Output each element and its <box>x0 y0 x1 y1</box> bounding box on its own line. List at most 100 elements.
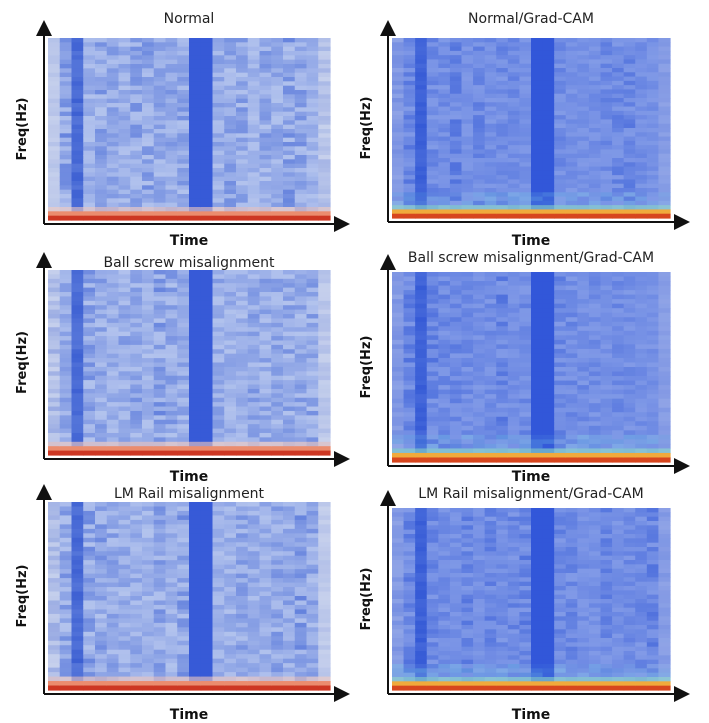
spectrogram-cell <box>95 86 107 91</box>
spectrogram-cell <box>189 172 201 177</box>
spectrogram-cell <box>318 318 330 323</box>
spectrogram-cell <box>566 115 578 120</box>
spectrogram-cell <box>236 402 248 407</box>
spectrogram-cell <box>635 362 647 367</box>
spectrogram-cell <box>566 295 578 300</box>
spectrogram-cell <box>236 686 248 691</box>
spectrogram-cell <box>213 305 225 310</box>
spectrogram-cell <box>543 89 555 94</box>
spectrogram-cell <box>201 42 213 47</box>
spectrogram-cell <box>295 125 307 130</box>
spectrogram-cell <box>508 68 520 73</box>
spectrogram-cell <box>119 288 131 293</box>
spectrogram-cell <box>72 47 84 52</box>
spectrogram-cell <box>166 181 178 186</box>
spectrogram-cell <box>438 408 450 413</box>
spectrogram-cell <box>166 345 178 350</box>
spectrogram-cell <box>154 569 166 574</box>
spectrogram-cell <box>392 141 404 146</box>
spectrogram-cell <box>177 407 189 412</box>
spectrogram-cell <box>295 515 307 520</box>
spectrogram-cell <box>392 201 404 206</box>
spectrogram-cell <box>496 390 508 395</box>
spectrogram-cell <box>427 171 439 176</box>
spectrogram-cell <box>224 323 236 328</box>
spectrogram-cell <box>189 64 201 69</box>
spectrogram-cell <box>295 38 307 43</box>
spectrogram-cell <box>107 533 119 538</box>
spectrogram-cell <box>508 430 520 435</box>
spectrogram-cell <box>485 115 497 120</box>
spectrogram-cell <box>295 55 307 60</box>
spectrogram-cell <box>658 367 670 372</box>
spectrogram-cell <box>213 433 225 438</box>
spectrogram-cell <box>130 296 142 301</box>
spectrogram-cell <box>72 389 84 394</box>
spectrogram-cell <box>189 415 201 420</box>
spectrogram-cell <box>201 605 213 610</box>
spectrogram-cell <box>72 677 84 682</box>
spectrogram-cell <box>554 145 566 150</box>
spectrogram-cell <box>189 385 201 390</box>
spectrogram-cell <box>72 565 84 570</box>
spectrogram-cell <box>177 668 189 673</box>
spectrogram-cell <box>647 439 659 444</box>
spectrogram-cell <box>283 55 295 60</box>
spectrogram-cell <box>635 417 647 422</box>
spectrogram-cell <box>166 429 178 434</box>
spectrogram-cell <box>72 538 84 543</box>
spectrogram-cell <box>72 380 84 385</box>
spectrogram-cell <box>95 283 107 288</box>
spectrogram-cell <box>189 587 201 592</box>
spectrogram-cell <box>236 340 248 345</box>
spectrogram-cell <box>295 190 307 195</box>
spectrogram-cell <box>260 389 272 394</box>
spectrogram-cell <box>48 520 60 525</box>
spectrogram-cell <box>462 313 474 318</box>
spectrogram-cell <box>473 68 485 73</box>
spectrogram-cell <box>508 188 520 193</box>
spectrogram-cell <box>177 398 189 403</box>
spectrogram-cell <box>295 556 307 561</box>
spectrogram-cell <box>189 437 201 442</box>
spectrogram-cell <box>647 340 659 345</box>
spectrogram-cell <box>415 457 427 462</box>
spectrogram-cell <box>427 42 439 47</box>
spectrogram-cell <box>485 184 497 189</box>
spectrogram-cell <box>283 442 295 447</box>
spectrogram-cell <box>236 42 248 47</box>
spectrogram-cell <box>154 203 166 208</box>
spectrogram-cell <box>473 286 485 291</box>
spectrogram-cell <box>508 308 520 313</box>
spectrogram-cell <box>295 542 307 547</box>
spectrogram-cell <box>624 77 636 82</box>
spectrogram-cell <box>658 77 670 82</box>
spectrogram-cell <box>566 444 578 449</box>
spectrogram-cell <box>189 600 201 605</box>
spectrogram-cell <box>658 115 670 120</box>
spectrogram-cell <box>142 86 154 91</box>
spectrogram-cell <box>647 214 659 219</box>
spectrogram-cell <box>415 158 427 163</box>
spectrogram-cell <box>612 179 624 184</box>
spectrogram-cell <box>462 340 474 345</box>
spectrogram-cell <box>543 201 555 206</box>
spectrogram-cell <box>283 389 295 394</box>
spectrogram-cell <box>201 686 213 691</box>
spectrogram-cell <box>473 430 485 435</box>
spectrogram-cell <box>658 81 670 86</box>
spectrogram-cell <box>72 511 84 516</box>
spectrogram-cell <box>60 614 72 619</box>
spectrogram-cell <box>658 457 670 462</box>
spectrogram-cell <box>519 141 531 146</box>
spectrogram-cell <box>318 385 330 390</box>
spectrogram-cell <box>307 86 319 91</box>
spectrogram-cell <box>647 38 659 43</box>
spectrogram-cell <box>485 179 497 184</box>
spectrogram-cell <box>72 60 84 65</box>
spectrogram-cell <box>60 429 72 434</box>
spectrogram-cell <box>130 641 142 646</box>
spectrogram-cell <box>404 376 416 381</box>
spectrogram-cell <box>236 632 248 637</box>
spectrogram-cell <box>508 89 520 94</box>
